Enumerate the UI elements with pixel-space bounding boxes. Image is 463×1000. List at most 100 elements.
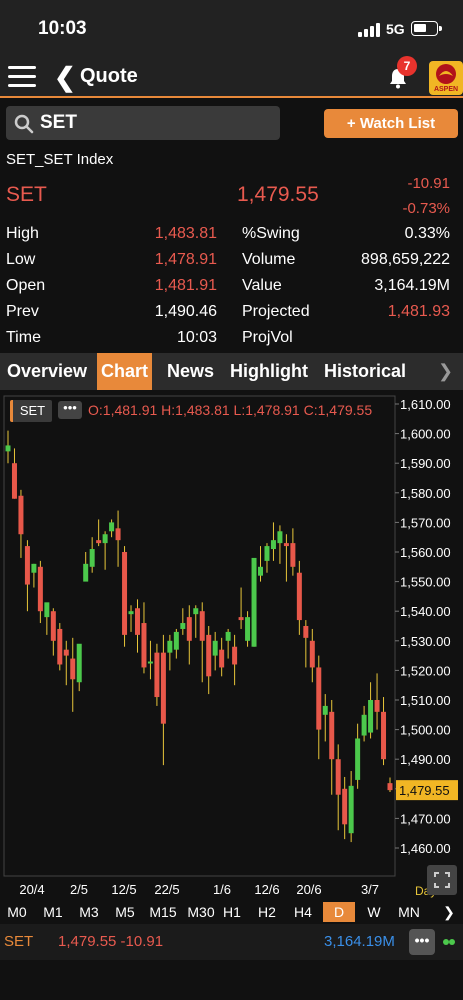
add-watchlist-button[interactable]: + Watch List bbox=[324, 109, 458, 138]
candle-body bbox=[180, 623, 186, 629]
timeframe-m3[interactable]: M3 bbox=[79, 904, 99, 920]
fullscreen-icon[interactable] bbox=[427, 865, 457, 895]
candle-body bbox=[283, 543, 289, 547]
candle-body bbox=[387, 783, 393, 791]
candle-body bbox=[57, 628, 63, 665]
candle-body bbox=[83, 563, 89, 582]
candle-body bbox=[31, 563, 37, 573]
value-label: Value bbox=[242, 277, 282, 294]
candle-body bbox=[361, 714, 367, 736]
candle-body bbox=[258, 566, 264, 576]
candle-body bbox=[147, 661, 153, 664]
candle-body bbox=[37, 566, 43, 612]
index-name: SET_SET Index bbox=[6, 151, 114, 168]
timeframe-h2[interactable]: H2 bbox=[258, 904, 276, 920]
tab-news[interactable]: News bbox=[167, 361, 215, 381]
aspen-logo[interactable]: ASPEN bbox=[429, 61, 463, 95]
open-label: Open bbox=[6, 277, 46, 294]
timeframe-m15[interactable]: M15 bbox=[149, 904, 177, 920]
candle-body bbox=[296, 572, 302, 621]
timeframe-h1[interactable]: H1 bbox=[223, 904, 241, 920]
candle-body bbox=[303, 626, 309, 638]
bottom-ticker-bar: SET 1,479.55 -10.91 3,164.19M ••• bbox=[0, 924, 463, 960]
candle-body bbox=[186, 617, 192, 641]
tab-historical[interactable]: Historical bbox=[324, 361, 407, 381]
x-tick-label: 20/4 bbox=[19, 882, 44, 897]
candle-body bbox=[342, 788, 348, 825]
candle-body bbox=[355, 738, 361, 780]
candle-body bbox=[5, 445, 11, 452]
search-box[interactable] bbox=[6, 106, 280, 140]
candle-body bbox=[270, 540, 276, 550]
candlestick-chart[interactable]: 1,610.00 1,600.00 1,590.00 1,580.00 1,570.00… bbox=[0, 392, 463, 900]
candle-body bbox=[238, 617, 244, 621]
candle-body bbox=[335, 759, 341, 795]
tab-chart[interactable]: Chart bbox=[97, 353, 153, 390]
search-input[interactable] bbox=[40, 111, 270, 135]
x-tick-label: 20/6 bbox=[296, 882, 321, 897]
back-icon[interactable]: ❮ bbox=[54, 62, 76, 92]
tab-highlight[interactable]: Highlight bbox=[230, 361, 308, 381]
candle-body bbox=[219, 649, 225, 668]
timeframe-d[interactable]: D bbox=[323, 902, 355, 922]
nav-bar: ❮ Quote 7 ASPEN bbox=[0, 56, 463, 98]
chart-area[interactable]: 1,610.00 1,600.00 1,590.00 1,580.00 1,570.00… bbox=[0, 392, 463, 900]
timeframe-bar: M0 M1 M3 M5 M15 M30 H1 H2 H4 D W MN ❯ bbox=[0, 902, 463, 922]
timeframe-m0[interactable]: M0 bbox=[7, 904, 27, 920]
timeframe-next-icon[interactable]: ❯ bbox=[443, 904, 455, 920]
y-tick-label: 1,540.00 bbox=[400, 604, 451, 619]
volume-value: 898,659,222 bbox=[361, 251, 450, 268]
quote-change: -10.91 bbox=[407, 175, 450, 192]
swing-value: 0.33% bbox=[404, 225, 450, 242]
battery-icon bbox=[411, 21, 442, 36]
candle-body bbox=[264, 546, 270, 561]
current-price-marker bbox=[396, 780, 458, 801]
low-value: 1,478.91 bbox=[154, 251, 217, 268]
timeframe-m5[interactable]: M5 bbox=[115, 904, 135, 920]
open-value: 1,481.91 bbox=[154, 277, 217, 294]
y-tick-label: 1,530.00 bbox=[400, 634, 451, 649]
timeframe-m30[interactable]: M30 bbox=[187, 904, 215, 920]
y-tick-label: 1,590.00 bbox=[400, 456, 451, 471]
bottom-options-button[interactable]: ••• bbox=[409, 929, 435, 955]
high-value: 1,483.81 bbox=[154, 225, 217, 242]
search-row: + Watch List bbox=[0, 100, 463, 148]
bottom-symbol[interactable]: SET bbox=[4, 933, 34, 950]
candle-body bbox=[251, 557, 257, 647]
menu-icon[interactable] bbox=[8, 66, 36, 88]
x-tick-label: 2/5 bbox=[70, 882, 88, 897]
home-indicator-area bbox=[0, 960, 463, 1000]
candle-body bbox=[70, 658, 76, 680]
projected-value: 1,481.93 bbox=[387, 303, 450, 320]
y-tick-label: 1,500.00 bbox=[400, 723, 451, 738]
chart-symbol-button[interactable]: SET bbox=[10, 400, 52, 422]
chevron-right-icon[interactable]: ❯ bbox=[438, 361, 454, 381]
candle-body bbox=[115, 528, 121, 541]
projvol-label: ProjVol bbox=[242, 329, 293, 346]
time-value: 10:03 bbox=[176, 329, 217, 346]
low-label: Low bbox=[6, 251, 36, 268]
chart-options-button[interactable]: ••• bbox=[58, 401, 82, 419]
candle-body bbox=[206, 634, 212, 677]
y-tick-label: 1,460.00 bbox=[400, 841, 451, 856]
y-tick-label: 1,610.00 bbox=[400, 397, 451, 412]
candle-body bbox=[290, 543, 296, 567]
quote-tabs: Overview Chart News Highlight Historical… bbox=[0, 353, 463, 390]
y-tick-label: 1,490.00 bbox=[400, 752, 451, 767]
candle-body bbox=[89, 549, 95, 567]
current-price-label: 1,479.55 bbox=[399, 783, 450, 798]
timeframe-w[interactable]: W bbox=[367, 904, 381, 920]
candle-body bbox=[309, 640, 315, 668]
quote-symbol: SET bbox=[6, 183, 47, 206]
candle-body bbox=[329, 711, 335, 760]
timeframe-mn[interactable]: MN bbox=[398, 904, 420, 920]
candle-body bbox=[368, 700, 374, 733]
y-tick-label: 1,580.00 bbox=[400, 486, 451, 501]
timeframe-h4[interactable]: H4 bbox=[294, 904, 312, 920]
status-bar: 10:03 5G bbox=[0, 0, 463, 58]
timeframe-m1[interactable]: M1 bbox=[43, 904, 63, 920]
candle-body bbox=[193, 608, 199, 615]
market-indicator-icon[interactable] bbox=[442, 935, 456, 949]
tab-overview[interactable]: Overview bbox=[7, 361, 88, 381]
x-tick-label: 12/5 bbox=[111, 882, 136, 897]
